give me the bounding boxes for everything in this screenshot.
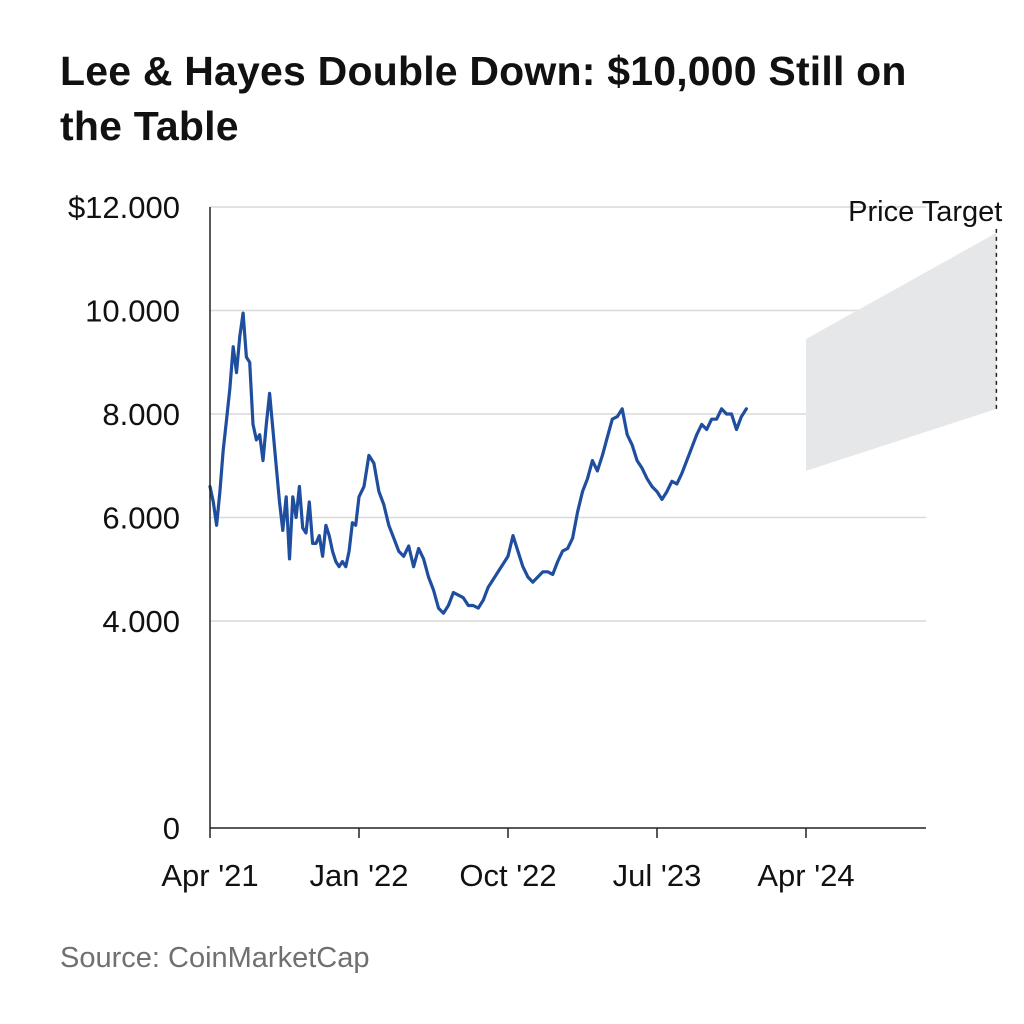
- series-line-price: [208, 311, 748, 615]
- y-tick-label: 10.000: [85, 294, 180, 329]
- price-target-band: [806, 232, 997, 471]
- price-target-label: Price Target: [848, 196, 1002, 228]
- source-note: Source: CoinMarketCap: [60, 942, 370, 974]
- y-tick-label: $12.000: [68, 190, 180, 225]
- x-tick-label: Jul '23: [613, 858, 702, 893]
- y-tick-label: 4.000: [102, 604, 180, 639]
- y-tick-label: 8.000: [102, 397, 180, 432]
- x-tick-label: Apr '24: [757, 858, 854, 893]
- y-tick-label: 6.000: [102, 501, 180, 536]
- x-tick-label: Apr '21: [161, 858, 258, 893]
- chart-title: Lee & Hayes Double Down: $10,000 Still o…: [60, 48, 907, 149]
- x-tick-label: Jan '22: [310, 858, 409, 893]
- y-tick-label: 0: [163, 811, 180, 846]
- x-tick-label: Oct '22: [459, 858, 556, 893]
